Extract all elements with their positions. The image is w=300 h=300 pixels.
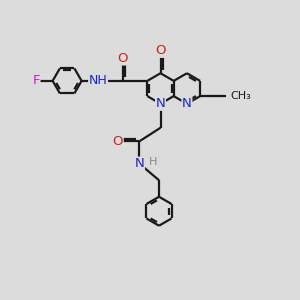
Text: CH₃: CH₃	[230, 91, 251, 101]
Text: N: N	[135, 157, 144, 170]
Text: O: O	[117, 52, 128, 65]
Text: F: F	[32, 74, 40, 87]
Text: O: O	[155, 44, 166, 57]
Text: NH: NH	[89, 74, 107, 87]
Text: N: N	[182, 97, 192, 110]
Text: H: H	[149, 157, 158, 167]
Text: O: O	[113, 135, 123, 148]
Text: N: N	[156, 97, 165, 110]
